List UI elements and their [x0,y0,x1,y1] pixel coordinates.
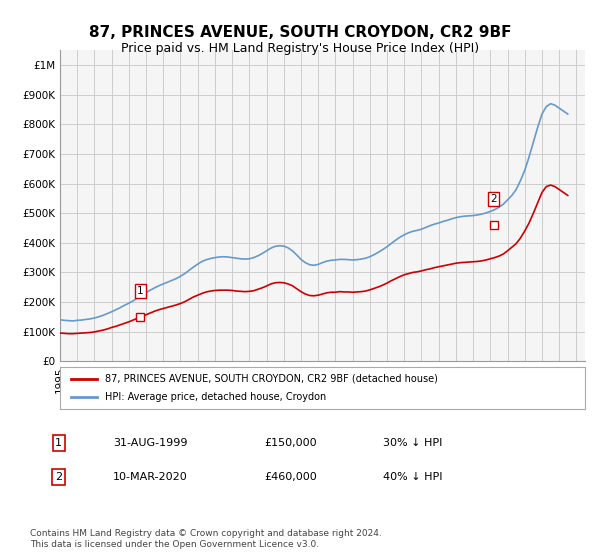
Text: 2: 2 [490,194,497,204]
Text: 2: 2 [55,472,62,482]
Text: 30% ↓ HPI: 30% ↓ HPI [383,438,442,448]
Text: 40% ↓ HPI: 40% ↓ HPI [383,472,442,482]
Text: HPI: Average price, detached house, Croydon: HPI: Average price, detached house, Croy… [104,392,326,402]
Text: 87, PRINCES AVENUE, SOUTH CROYDON, CR2 9BF (detached house): 87, PRINCES AVENUE, SOUTH CROYDON, CR2 9… [104,374,437,384]
Text: Contains HM Land Registry data © Crown copyright and database right 2024.
This d: Contains HM Land Registry data © Crown c… [30,529,382,549]
Text: 1: 1 [55,438,62,448]
Text: £460,000: £460,000 [264,472,317,482]
Text: £150,000: £150,000 [264,438,317,448]
Text: 1: 1 [137,286,143,296]
Text: 31-AUG-1999: 31-AUG-1999 [113,438,187,448]
Text: 87, PRINCES AVENUE, SOUTH CROYDON, CR2 9BF: 87, PRINCES AVENUE, SOUTH CROYDON, CR2 9… [89,25,511,40]
Text: 10-MAR-2020: 10-MAR-2020 [113,472,188,482]
Text: Price paid vs. HM Land Registry's House Price Index (HPI): Price paid vs. HM Land Registry's House … [121,42,479,55]
